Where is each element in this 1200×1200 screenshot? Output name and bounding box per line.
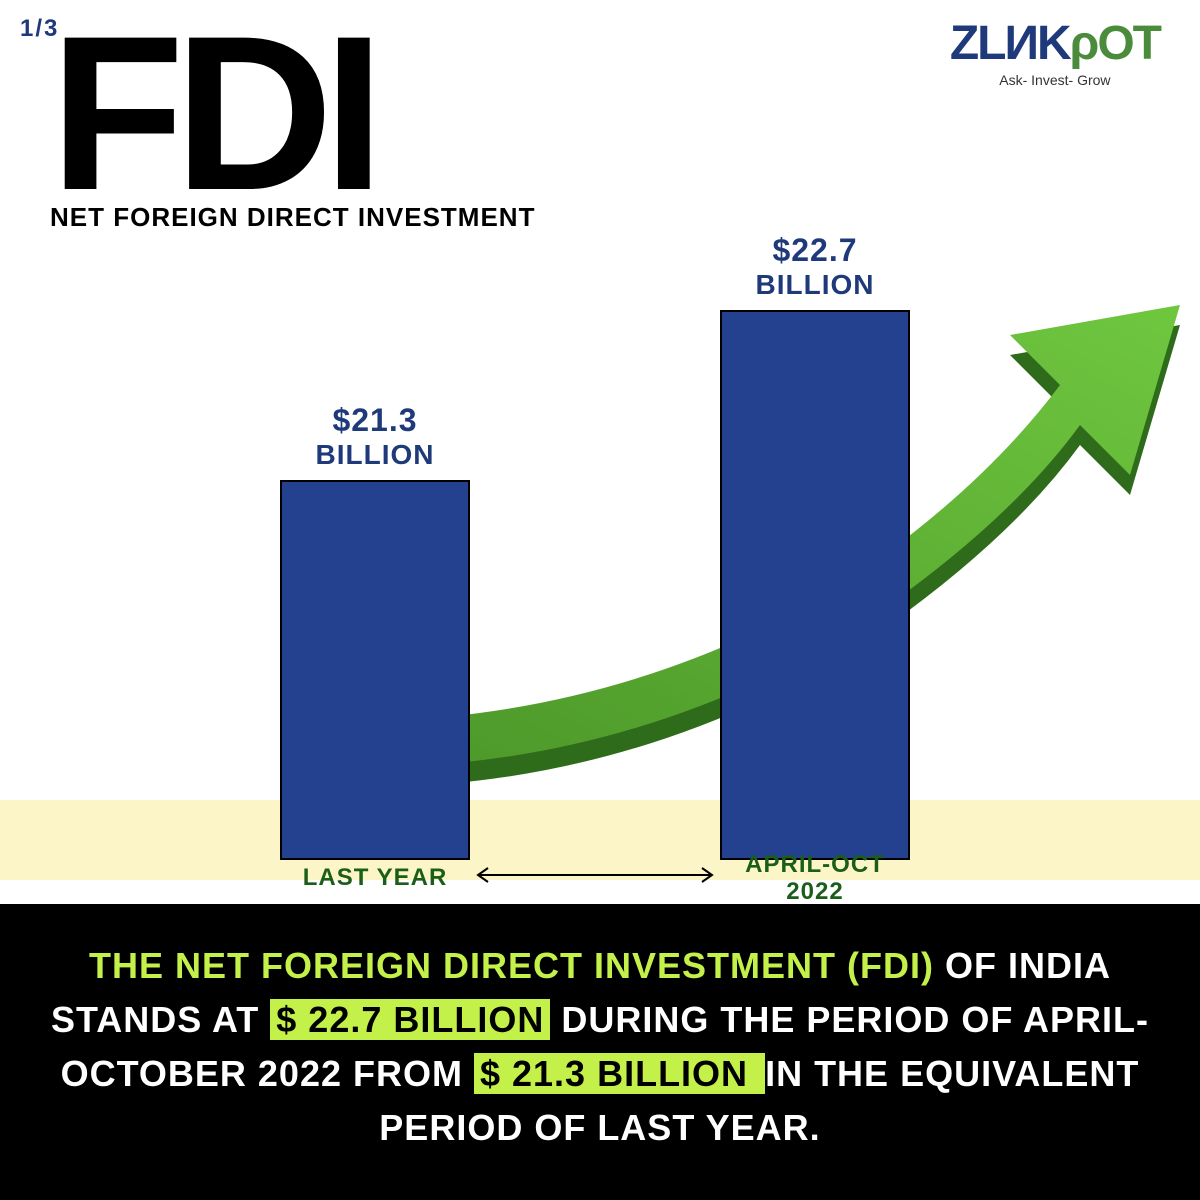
logo-tagline: Ask- Invest- Grow [950,72,1160,88]
title-subtitle: NET FOREIGN DIRECT INVESTMENT [50,202,535,233]
title-big: FDI [50,20,535,207]
description-text: THE NET FOREIGN DIRECT INVESTMENT (FDI) … [45,939,1155,1155]
description-panel: THE NET FOREIGN DIRECT INVESTMENT (FDI) … [0,904,1200,1200]
chart: $21.3 BILLION $22.7 BILLION LAST YEAR AP… [0,280,1200,880]
bar-last-year: $21.3 BILLION [280,480,470,860]
main-title: FDI NET FOREIGN DIRECT INVESTMENT [50,20,535,233]
desc-value-box: $ 22.7 BILLION [270,999,550,1040]
logo-part1: ZLИK [950,17,1070,70]
bar-current-year: $22.7 BILLION [720,310,910,860]
desc-highlight: THE NET FOREIGN DIRECT INVESTMENT (FDI) [89,945,934,986]
bar-value-label: $21.3 BILLION [282,402,468,471]
logo: ZLИKρOT Ask- Invest- Grow [950,20,1160,88]
bar-category-label: LAST YEAR [280,864,470,892]
logo-part2: ρOT [1070,17,1160,70]
bar-category-label: APRIL-OCT2022 [700,851,930,906]
bar-value-label: $22.7 BILLION [722,232,908,301]
connector-arrow-icon [470,860,720,890]
desc-value-box: $ 21.3 BILLION [474,1053,765,1094]
